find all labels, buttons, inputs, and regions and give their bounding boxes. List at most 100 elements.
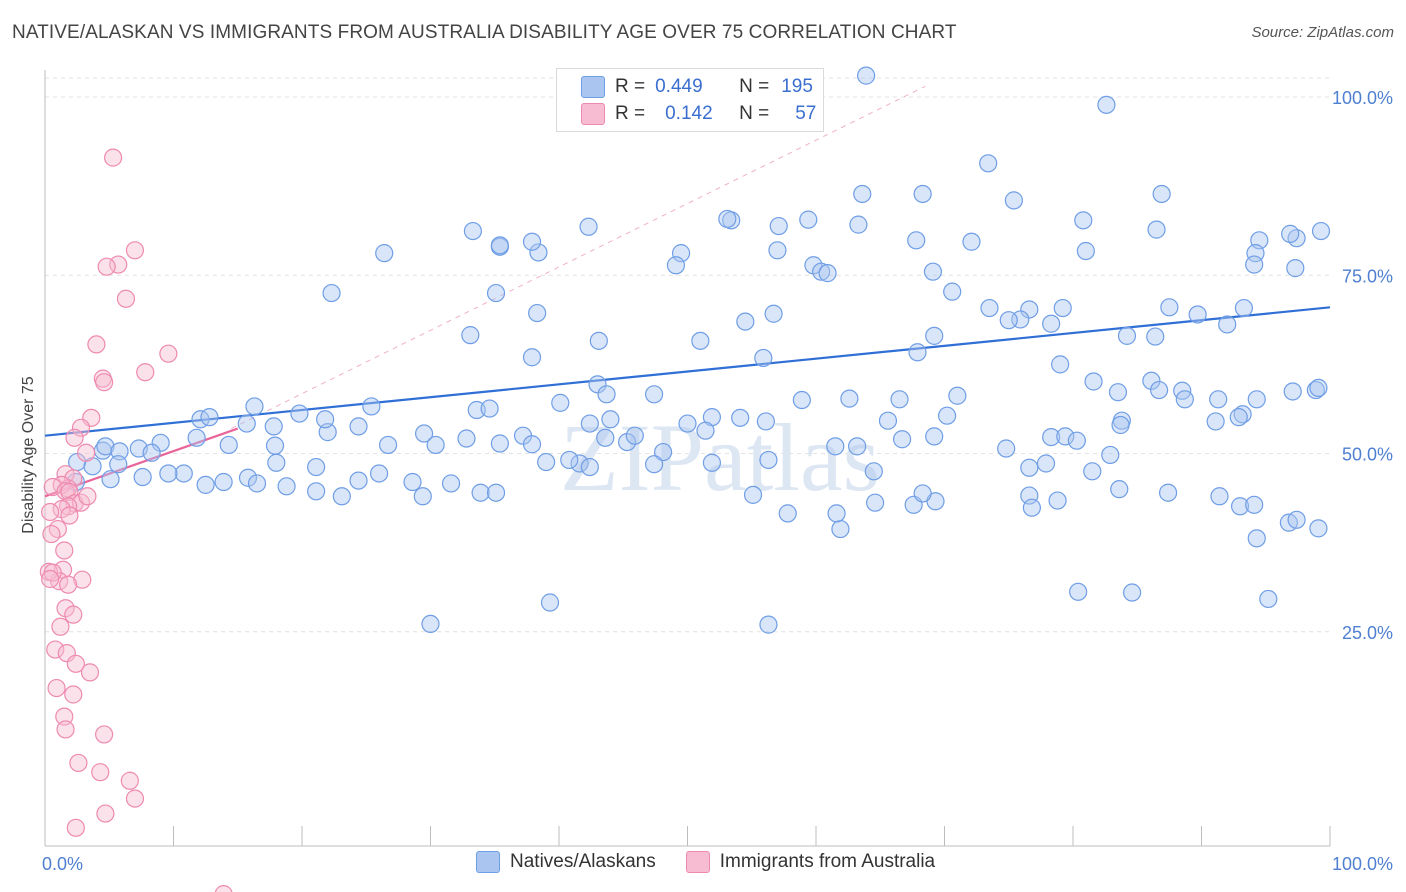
- native-point: [1283, 382, 1302, 401]
- r-label: R =: [615, 103, 646, 124]
- native-point: [96, 437, 115, 456]
- australia-point: [41, 502, 60, 522]
- native-point: [892, 430, 912, 449]
- native-point: [756, 412, 775, 431]
- native-point: [588, 375, 607, 394]
- native-point: [1097, 95, 1116, 114]
- native-point: [948, 386, 967, 405]
- native-point: [551, 393, 570, 412]
- n-value: 57: [795, 103, 817, 124]
- native-point: [718, 209, 737, 229]
- native-point: [943, 282, 962, 301]
- native-point: [1309, 519, 1328, 538]
- native-point: [403, 472, 422, 492]
- australia-point: [159, 344, 178, 363]
- native-point: [528, 303, 547, 323]
- n-value: 195: [781, 76, 813, 97]
- native-point: [1247, 529, 1266, 548]
- native-point: [691, 331, 710, 350]
- native-point: [1084, 372, 1103, 391]
- native-point: [999, 311, 1018, 330]
- native-point: [1022, 498, 1041, 517]
- source-label: Source: ZipAtlas.com: [1251, 24, 1394, 41]
- native-point: [290, 404, 309, 423]
- native-point: [540, 593, 560, 612]
- native-point: [913, 484, 932, 503]
- legend-row-natives: R = 0.449 N = 195: [581, 74, 813, 100]
- y-tick-label: 75.0%: [1342, 266, 1393, 286]
- native-point: [831, 519, 850, 539]
- native-point: [678, 414, 697, 433]
- native-point: [522, 232, 542, 251]
- australia-point: [55, 541, 74, 560]
- native-point: [759, 615, 778, 634]
- native-point: [1048, 491, 1067, 510]
- data-points: [39, 66, 1331, 892]
- native-point: [1110, 480, 1129, 499]
- native-point: [237, 414, 256, 433]
- native-point: [247, 474, 267, 493]
- native-point: [370, 464, 389, 483]
- australia-point: [65, 428, 84, 447]
- native-point: [702, 453, 722, 472]
- native-point: [1004, 191, 1023, 210]
- australia-point: [116, 289, 136, 308]
- native-point: [596, 428, 615, 447]
- native-point: [666, 256, 686, 275]
- native-point: [1309, 378, 1328, 398]
- blue-swatch-icon: [581, 76, 605, 98]
- native-point: [1245, 255, 1264, 274]
- australia-point: [42, 524, 61, 544]
- y-tick-label: 100.0%: [1332, 88, 1393, 108]
- native-point: [159, 464, 178, 483]
- native-point: [827, 504, 846, 523]
- x-tick-label-left: 0.0%: [42, 854, 83, 874]
- australia-point: [77, 443, 96, 462]
- native-point: [1229, 408, 1248, 427]
- native-point: [1160, 298, 1179, 317]
- native-point: [907, 231, 926, 250]
- legend-label: Immigrants from Australia: [719, 851, 936, 872]
- native-point: [736, 312, 755, 331]
- native-point: [570, 454, 589, 473]
- native-point: [560, 450, 579, 470]
- reference-diagonal: [231, 85, 926, 429]
- australia-point: [60, 506, 79, 525]
- native-point: [1286, 259, 1305, 278]
- native-point: [441, 474, 461, 493]
- native-point: [890, 390, 909, 409]
- regression-lines: [44, 85, 1331, 498]
- native-point: [486, 283, 506, 303]
- native-point: [1158, 483, 1178, 502]
- native-point: [925, 326, 944, 345]
- native-point: [597, 385, 616, 404]
- native-point: [1101, 445, 1120, 465]
- native-point: [1230, 497, 1250, 516]
- native-point: [1036, 454, 1056, 473]
- native-point: [743, 485, 763, 504]
- native-point: [1146, 327, 1165, 346]
- native-point: [349, 471, 368, 490]
- native-point: [840, 389, 859, 408]
- native-point: [142, 443, 161, 462]
- gridlines: [45, 77, 1330, 633]
- australia-point: [136, 363, 155, 382]
- native-point: [529, 243, 548, 262]
- native-point: [580, 414, 599, 433]
- native-point: [778, 504, 797, 523]
- australia-point: [214, 885, 233, 892]
- pink-swatch-icon: [581, 103, 605, 125]
- native-point: [764, 304, 783, 323]
- native-point: [937, 406, 957, 425]
- native-point: [219, 435, 238, 455]
- australia-point: [64, 605, 83, 624]
- australia-point: [104, 148, 123, 167]
- native-point: [1042, 314, 1061, 333]
- native-point: [1188, 305, 1207, 324]
- native-point: [1053, 298, 1072, 318]
- native-point: [792, 390, 811, 410]
- australia-point: [97, 257, 116, 276]
- native-point: [200, 408, 219, 427]
- native-point: [1069, 582, 1088, 601]
